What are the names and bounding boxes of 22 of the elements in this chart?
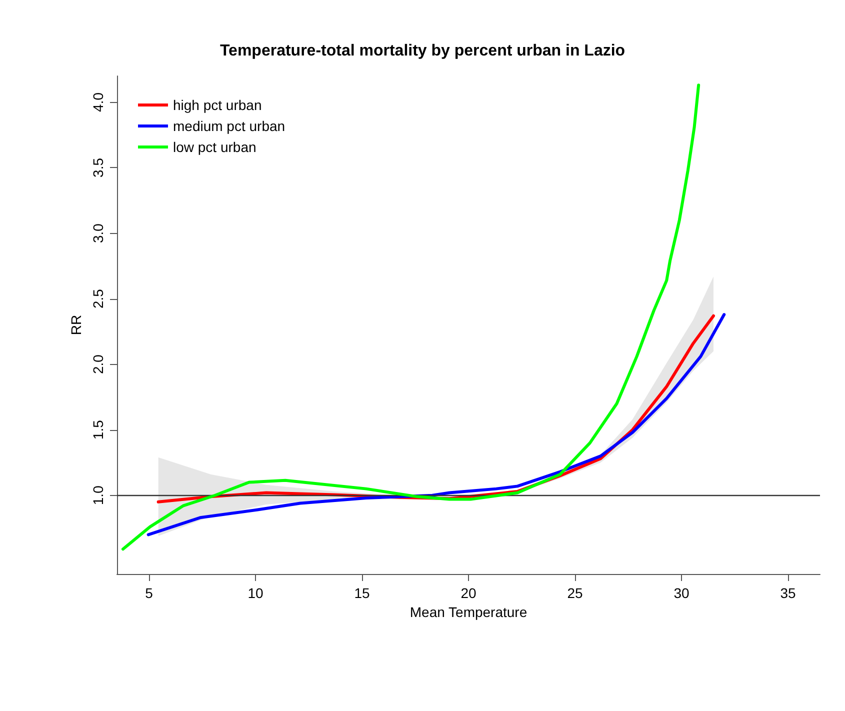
chart-title: Temperature-total mortality by percent urban in Lazio xyxy=(220,42,626,60)
x-tick-label: 25 xyxy=(567,585,584,601)
x-tick-label: 15 xyxy=(354,585,370,601)
legend-label: low pct urban xyxy=(173,139,256,155)
x-tick-label: 20 xyxy=(460,585,476,601)
y-tick-label: 1.0 xyxy=(90,485,106,506)
line-series xyxy=(121,84,700,551)
y-tick-label: 2.5 xyxy=(90,288,106,309)
x-tick-label: 5 xyxy=(145,585,154,601)
y-tick-label: 4.0 xyxy=(90,92,106,112)
y-tick-label: 3.0 xyxy=(90,223,106,243)
x-tick-label: 30 xyxy=(674,585,690,601)
x-tick-label: 10 xyxy=(248,585,264,601)
y-axis-title: RR xyxy=(68,314,84,336)
y-tick-label: 2.0 xyxy=(90,354,106,374)
y-tick-label: 3.5 xyxy=(90,158,106,178)
legend-label: high pct urban xyxy=(173,97,262,113)
x-tick-label: 35 xyxy=(780,585,796,601)
line-series xyxy=(146,313,726,536)
y-tick-label: 1.5 xyxy=(90,420,106,440)
legend-label: medium pct urban xyxy=(173,118,286,134)
x-axis-title: Mean Temperature xyxy=(410,604,528,620)
